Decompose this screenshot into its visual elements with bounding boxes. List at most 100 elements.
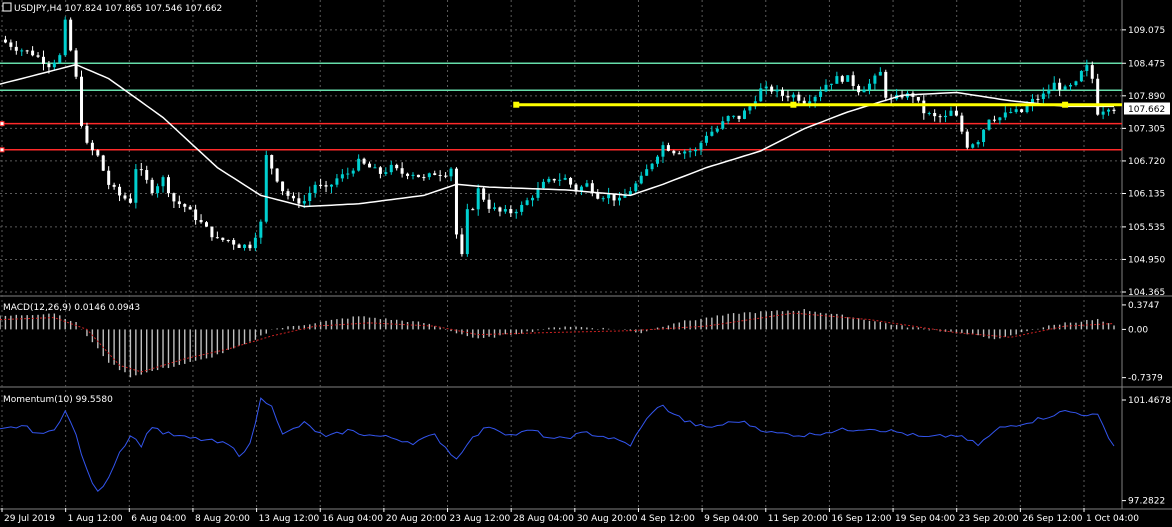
bull-candle (1041, 93, 1045, 100)
bull-candle (411, 174, 415, 176)
level-handle (0, 121, 5, 127)
bear-candle (666, 145, 670, 151)
bull-candle (541, 181, 545, 189)
bear-candle (291, 195, 295, 199)
bull-candle (243, 244, 247, 248)
bear-candle (574, 184, 578, 192)
bear-candle (916, 96, 920, 101)
bull-candle (1069, 84, 1073, 87)
bear-candle (471, 209, 475, 211)
trend-line-handle (1062, 101, 1069, 108)
bear-candle (1036, 98, 1040, 100)
bear-candle (286, 191, 290, 196)
time-label: 28 Aug 04:00 (513, 514, 574, 524)
symbol-header: USDJPY,H4 107.824 107.865 107.546 107.66… (14, 4, 222, 14)
time-label: 29 Jul 2019 (4, 514, 55, 524)
bull-candle (694, 149, 698, 152)
bull-candle (329, 184, 333, 187)
bear-candle (36, 55, 40, 57)
price-tick-label: 104.950 (1128, 255, 1165, 265)
bear-candle (460, 234, 464, 255)
current-price-label: 107.662 (1128, 105, 1165, 115)
bear-candle (25, 50, 29, 52)
bull-candle (835, 76, 839, 84)
bull-candle (346, 173, 350, 175)
bear-candle (324, 185, 328, 187)
bull-candle (732, 115, 736, 117)
bull-candle (927, 112, 931, 114)
bear-candle (31, 50, 35, 56)
bear-candle (851, 75, 855, 86)
bear-candle (281, 181, 285, 192)
bear-candle (378, 167, 382, 174)
bear-candle (215, 237, 219, 239)
bear-candle (172, 193, 176, 202)
time-label: 11 Sep 20:00 (768, 514, 828, 524)
bull-candle (699, 142, 703, 150)
bull-candle (351, 170, 355, 174)
bull-candle (1101, 111, 1105, 115)
bear-candle (884, 71, 888, 98)
bear-candle (204, 222, 208, 227)
bull-candle (1079, 70, 1083, 82)
price-pane[interactable] (0, 16, 1122, 257)
bear-candle (965, 131, 969, 148)
bear-candle (188, 206, 192, 210)
trend-line-handle (513, 101, 520, 108)
bear-candle (128, 198, 132, 203)
bull-candle (944, 115, 948, 118)
bull-candle (607, 194, 611, 199)
bull-candle (829, 83, 833, 85)
bear-candle (237, 244, 241, 248)
bull-candle (134, 169, 138, 203)
bull-candle (971, 144, 975, 148)
time-label: 19 Sep 04:00 (895, 514, 955, 524)
bull-candle (1107, 109, 1111, 112)
moving-average-line (0, 63, 1114, 208)
time-label: 20 Aug 20:00 (386, 514, 447, 524)
bear-candle (85, 125, 89, 143)
bull-candle (1063, 86, 1067, 90)
bull-candle (759, 88, 763, 102)
bull-candle (1003, 112, 1007, 118)
bear-candle (857, 85, 861, 93)
bull-candle (748, 106, 752, 111)
bear-candle (786, 95, 790, 98)
bull-candle (775, 89, 779, 92)
bear-candle (612, 194, 616, 201)
bear-candle (166, 177, 170, 194)
bear-candle (509, 209, 513, 214)
chart-symbol-icon (2, 2, 12, 12)
time-label: 23 Aug 12:00 (450, 514, 511, 524)
bull-candle (449, 168, 453, 177)
macd-pane[interactable] (0, 309, 1115, 378)
bear-candle (454, 168, 458, 235)
time-label: 16 Aug 04:00 (322, 514, 383, 524)
bull-candle (525, 200, 529, 205)
bull-candle (161, 177, 165, 187)
bear-candle (938, 116, 942, 118)
bull-candle (998, 117, 1002, 121)
bear-candle (482, 188, 486, 200)
bear-candle (80, 76, 84, 126)
bear-candle (737, 115, 741, 119)
momentum-pane[interactable] (0, 397, 1115, 492)
bull-candle (623, 194, 627, 198)
bull-candle (373, 167, 377, 169)
bear-candle (552, 178, 556, 181)
bear-candle (14, 46, 18, 51)
price-tick-label: 105.535 (1128, 223, 1165, 233)
price-tick-label: 108.475 (1128, 59, 1165, 69)
bull-candle (715, 128, 719, 132)
bear-candle (199, 220, 203, 223)
bull-candle (601, 198, 605, 200)
price-axis: 109.075 108.475 107.890 107.305 106.720 106.1… (2, 2, 1171, 507)
bull-candle (867, 83, 871, 90)
bear-candle (1020, 109, 1024, 113)
bear-candle (221, 237, 225, 241)
bull-candle (156, 186, 160, 194)
time-label: 1 Oct 04:00 (1086, 514, 1139, 524)
bull-candle (536, 188, 540, 198)
bear-candle (960, 115, 964, 132)
